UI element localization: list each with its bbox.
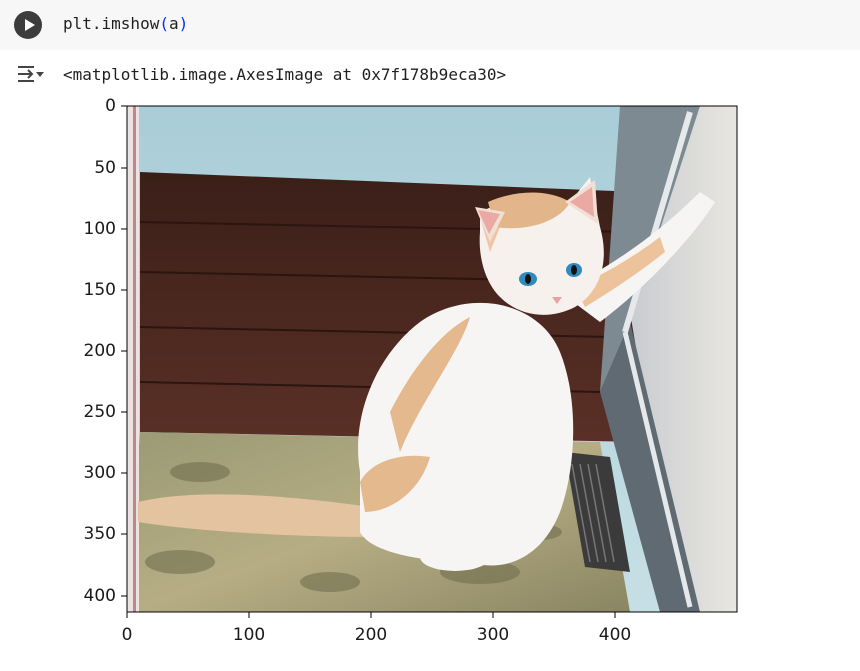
code-argument: a <box>168 14 179 33</box>
photo-image <box>127 106 737 612</box>
y-tick-label: 350 <box>83 524 116 544</box>
y-axis <box>121 105 127 597</box>
x-tick-label: 100 <box>232 625 266 645</box>
output-text: <matplotlib.image.AxesImage at 0x7f178b9… <box>63 65 507 84</box>
y-tick-label: 300 <box>83 463 116 483</box>
code-open-paren: ( <box>159 14 169 33</box>
y-tick-label: 50 <box>94 158 116 178</box>
cat-figure <box>138 177 715 571</box>
play-icon <box>25 19 35 31</box>
code-cell[interactable]: plt.imshow(a) <box>0 0 860 50</box>
y-tick-label: 200 <box>83 341 116 361</box>
y-tick-label: 150 <box>83 280 116 300</box>
x-tick-label: 300 <box>476 625 510 645</box>
x-tick-label: 200 <box>354 625 388 645</box>
x-tick-label: 400 <box>598 625 632 645</box>
code-function: plt.imshow <box>63 14 160 33</box>
y-tick-label: 250 <box>83 402 116 422</box>
x-axis <box>126 612 616 618</box>
y-tick-label: 0 <box>105 96 116 116</box>
axes-image-plot <box>121 105 738 618</box>
y-tick-label: 100 <box>83 219 116 239</box>
y-tick-label: 400 <box>83 586 116 606</box>
matplotlib-figure: 0 50 100 150 200 250 300 350 400 0 100 2… <box>0 92 860 667</box>
run-cell-button[interactable] <box>14 11 42 39</box>
code-editor[interactable]: plt.imshow(a) <box>63 12 188 36</box>
output-toggle-icon <box>18 66 44 82</box>
code-close-paren: ) <box>178 14 189 33</box>
output-toggle-button[interactable] <box>16 64 46 86</box>
x-tick-label: 0 <box>121 625 133 645</box>
